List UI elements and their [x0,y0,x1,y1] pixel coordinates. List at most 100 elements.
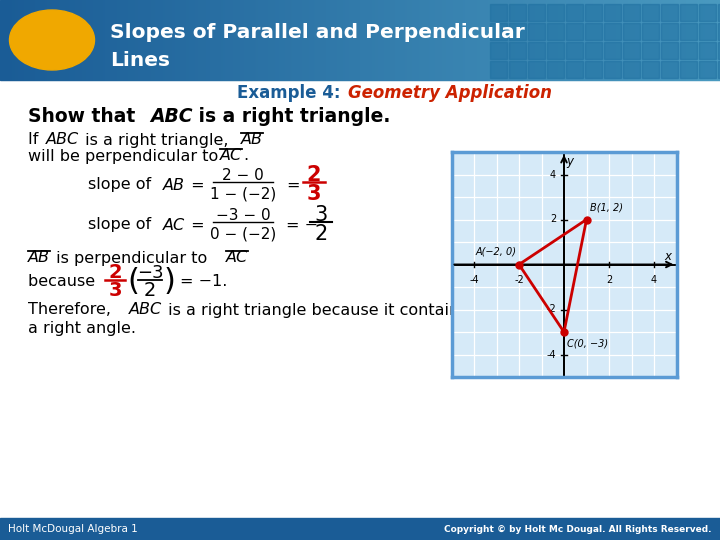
Bar [523,0,524,80]
Bar [435,0,436,80]
Bar [74,0,75,80]
Text: ABC: ABC [46,132,79,147]
Bar [480,0,481,80]
Bar [604,42,621,59]
Bar [219,0,220,80]
Bar [205,0,206,80]
Bar [718,4,720,21]
Bar [142,0,143,80]
Bar [276,0,277,80]
Bar [618,0,619,80]
Bar [22,0,23,80]
Bar [251,0,252,80]
Bar [415,0,416,80]
Bar [710,0,711,80]
Bar [118,0,119,80]
Bar [611,0,612,80]
Bar [65,0,66,80]
Bar [72,0,73,80]
Bar [607,0,608,80]
Bar [594,0,595,80]
Bar [532,0,533,80]
Bar [683,0,684,80]
Bar [404,0,405,80]
Bar [313,0,314,80]
Bar [440,0,441,80]
Bar [257,0,258,80]
Bar [217,0,218,80]
Bar [96,0,97,80]
Bar [337,0,338,80]
Bar [201,0,202,80]
Bar [152,0,153,80]
Bar [528,0,529,80]
Bar [20,0,21,80]
Bar [25,0,26,80]
Bar [333,0,334,80]
Bar [209,0,210,80]
Bar [677,0,678,80]
Text: 2: 2 [550,214,556,225]
Bar [651,0,652,80]
Bar [19,0,20,80]
Bar [235,0,236,80]
Bar [422,0,423,80]
Bar [439,0,440,80]
Bar [162,0,163,80]
Bar [494,0,495,80]
Bar [362,0,363,80]
Bar [609,0,610,80]
Bar [592,0,593,80]
Bar [306,0,307,80]
Text: because: because [28,274,100,289]
Bar [127,0,128,80]
Bar [275,0,276,80]
Bar [517,0,518,80]
Bar [673,0,674,80]
Bar [268,0,269,80]
Bar [241,0,242,80]
Bar [566,23,583,40]
Bar [37,0,38,80]
Bar [521,0,522,80]
Bar [164,0,165,80]
Bar [542,0,543,80]
Bar [150,0,151,80]
Bar [519,0,520,80]
Bar [111,0,112,80]
Bar [417,0,418,80]
Bar [91,0,92,80]
Bar [352,0,353,80]
Bar [252,0,253,80]
Text: AB: AB [28,251,50,266]
Text: 1 − (−2): 1 − (−2) [210,186,276,201]
Bar [253,0,254,80]
Bar [295,0,296,80]
Bar [358,0,359,80]
Text: C(0, −3): C(0, −3) [567,339,608,349]
Bar [629,0,630,80]
Bar [624,0,625,80]
Bar [716,0,717,80]
Text: y: y [566,154,573,167]
Bar [160,0,161,80]
Bar [613,0,614,80]
Bar [659,0,660,80]
Bar [605,0,606,80]
Bar [524,0,525,80]
Bar [636,0,637,80]
Bar [212,0,213,80]
Bar [477,0,478,80]
Text: 2: 2 [108,264,122,282]
Bar [438,0,439,80]
Bar [604,61,621,78]
Bar [5,0,6,80]
Bar [481,0,482,80]
Bar [595,0,596,80]
Bar [484,0,485,80]
Bar [104,0,105,80]
Bar [0,73,720,518]
Bar [526,0,527,80]
Bar [693,0,694,80]
Bar [357,0,358,80]
